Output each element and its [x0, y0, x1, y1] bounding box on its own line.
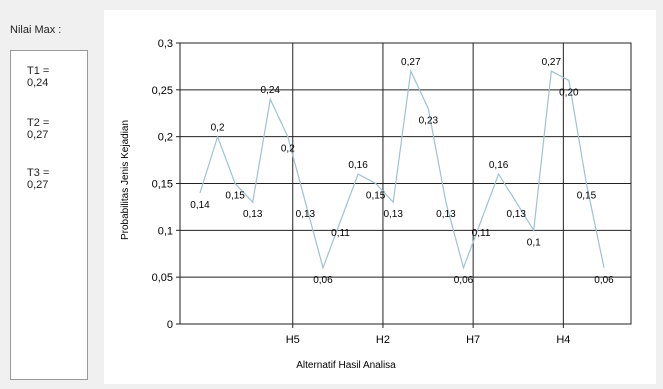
data-label: 0,13 [383, 209, 403, 220]
y-tick-label: 0,1 [158, 225, 173, 237]
data-label: 0,24 [261, 85, 281, 96]
max-value-t1-value: 0,24 [27, 77, 49, 89]
max-value-panel: T1 = 0,24 T2 = 0,27 T3 = 0,27 [10, 50, 88, 380]
data-label: 0,13 [436, 209, 456, 220]
data-label: 0,13 [243, 209, 263, 220]
data-label: 0,11 [472, 228, 491, 239]
series-line [199, 68, 605, 270]
y-tick-label: 0,2 [158, 132, 173, 144]
data-label: 0,27 [542, 57, 562, 68]
data-label: 0,23 [419, 116, 439, 127]
x-axis-label: Alternatif Hasil Analisa [296, 360, 396, 371]
y-tick-label: 0,15 [152, 179, 173, 191]
y-tick-label: 0,05 [152, 272, 173, 284]
data-label: 0,27 [401, 57, 421, 68]
data-label: 0,16 [348, 160, 368, 171]
max-value-t3-value: 0,27 [27, 179, 49, 191]
y-tick-label: 0,3 [158, 38, 173, 50]
x-tick-label: H4 [556, 334, 570, 346]
data-label: 0,20 [559, 87, 579, 98]
data-label: 0,06 [594, 275, 614, 286]
y-tick-label: 0 [167, 319, 173, 331]
x-tick-label: H2 [376, 334, 390, 346]
data-label: 0,11 [331, 228, 350, 239]
data-label: 0,06 [313, 275, 333, 286]
data-label: 0,14 [190, 200, 210, 211]
data-label: 0,06 [454, 275, 474, 286]
data-label: 0,2 [211, 123, 225, 134]
grid-layer [176, 42, 632, 328]
line-chart: 00,050,10,150,20,250,3 H5 H2 H7 H4 0,140,20… [120, 38, 632, 371]
y-tick-label: 0,25 [152, 85, 173, 97]
data-label: 0,13 [506, 209, 526, 220]
data-label: 0,2 [281, 144, 295, 155]
data-label: 0,15 [366, 191, 386, 202]
max-value-t2-label: T2 = [27, 117, 50, 129]
max-value-t2-value: 0,27 [27, 129, 49, 141]
max-value-title: Nilai Max : [10, 24, 62, 36]
data-label-layer: 0,14 0,2 0,15 0,13 0,24 0,2 0,13 0,06 0,11 0,16 0,… [190, 57, 614, 286]
max-value-t1-label: T1 = [27, 65, 50, 77]
y-tick-layer: 0 0,05 0,1 0,15 0,2 0,25 0,3 [152, 38, 173, 331]
x-tick-label: H5 [286, 334, 300, 346]
data-label: 0,15 [225, 191, 245, 202]
x-tick-layer: H5 H2 H7 H4 [286, 334, 571, 346]
data-label: 0,15 [577, 191, 597, 202]
y-axis-label: Probabilitas Jenis Kejadian [120, 120, 131, 240]
chart-panel: 0 0,05 0,1 0,15 0,2 0,25 0,3 H5 H2 H7 H4 0,14 0,2 0… [104, 10, 656, 384]
data-label: 0,1 [527, 237, 541, 248]
max-value-t3-label: T3 = [27, 167, 50, 179]
data-label: 0,13 [296, 209, 316, 220]
data-label: 0,16 [489, 160, 509, 171]
x-tick-label: H7 [466, 334, 480, 346]
